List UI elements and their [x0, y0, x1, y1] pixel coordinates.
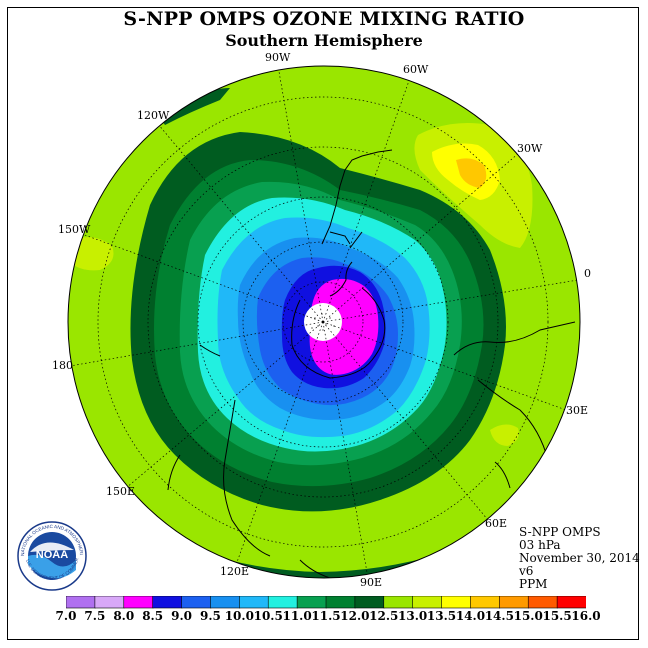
colorbar-swatch [441, 596, 472, 609]
graticule [69, 66, 579, 578]
info-instrument: S-NPP OMPS [519, 525, 601, 539]
coast-antarctica [291, 287, 386, 379]
lon-label-150e: 150E [106, 485, 136, 498]
lon-label-90e: 90E [360, 576, 383, 589]
colorbar-tick-label: 7.0 [55, 609, 77, 623]
lat-circle-4 [147, 146, 499, 498]
meridian-150e [125, 321, 324, 489]
coast-ross [199, 344, 221, 357]
colorbar-swatch [499, 596, 530, 609]
info-units: PPM [519, 577, 548, 591]
lon-label-150w: 150W [58, 223, 91, 236]
coastlines [167, 149, 576, 578]
colorbar-swatch [152, 596, 183, 609]
noaa-logo: NOAA NATIONAL OCEANIC AND ATMOSPHERIC AD… [16, 520, 87, 591]
colorbar-tick-label: 8.0 [113, 609, 135, 623]
colorbar-swatch [354, 596, 385, 609]
colorbar-tick-label: 12.5 [369, 609, 399, 623]
meridian-0 [322, 279, 579, 323]
colorbar-tick-label: 13.5 [426, 609, 457, 623]
colorbar [66, 596, 586, 609]
colorbar-tick-label: 7.5 [84, 609, 106, 623]
colorbar-swatch [94, 596, 125, 609]
coast-africa [453, 321, 576, 356]
colorbar-swatch [296, 596, 327, 609]
meridian-30w [322, 151, 521, 323]
map-subtitle: Southern Hemisphere [225, 31, 423, 50]
coast-madagascar [494, 461, 511, 489]
contour-high-30w-peak [456, 158, 487, 188]
colorbar-tick-label: 11.5 [311, 609, 341, 623]
coast-nz [167, 454, 181, 491]
colorbar-tick-label: 16.0 [571, 609, 601, 623]
meridian-60e [322, 321, 489, 521]
colorbar-swatch [470, 596, 501, 609]
meridian-120w [157, 123, 324, 323]
contour-edge-top-left [160, 88, 230, 125]
contour-8-0 [309, 278, 379, 375]
coast-australia-west [223, 399, 271, 557]
lat-circle-5 [97, 96, 549, 548]
lon-label-60e: 60E [485, 517, 508, 530]
info-date: November 30, 2014 [519, 551, 640, 565]
colorbar-swatch [239, 596, 270, 609]
contour-high-150w [70, 237, 114, 271]
meridian-120e [235, 321, 324, 566]
lon-label-120e: 120E [220, 565, 250, 578]
meridian-150w [81, 233, 324, 323]
colorbar-swatch [210, 596, 241, 609]
colorbar-swatch [267, 596, 298, 609]
lon-label-30e: 30E [566, 404, 589, 417]
colorbar-tick-label: 9.0 [171, 609, 192, 623]
colorbar-tick-label: 15.5 [542, 609, 572, 623]
colorbar-tick-label: 11.0 [282, 609, 312, 623]
colorbar-tick-label: 14.5 [484, 609, 514, 623]
map-title: S-NPP OMPS OZONE MIXING RATIO [123, 8, 525, 30]
colorbar-tick-label: 14.0 [455, 609, 486, 623]
lat-circle-1 [282, 281, 364, 363]
colorbar-tick-label: 13.0 [398, 609, 428, 623]
info-version: v6 [519, 564, 534, 578]
meridian-180 [69, 321, 324, 367]
info-level: 03 hPa [519, 538, 561, 552]
coast-peninsula [349, 231, 363, 249]
noaa-logo-text: NOAA [36, 549, 68, 561]
colorbar-swatch [123, 596, 154, 609]
figure-frame [7, 7, 639, 640]
contour-high-30e [490, 424, 519, 446]
coast-south-america [321, 149, 393, 245]
colorbar-swatch [325, 596, 356, 609]
colorbar-tick-label: 10.0 [224, 609, 254, 623]
globe-outline [67, 65, 581, 579]
colorbar-tick-label: 8.5 [142, 609, 164, 623]
lon-label-180: 180 [52, 359, 73, 372]
lon-label-60w: 60W [403, 63, 429, 76]
colorbar-swatch [412, 596, 443, 609]
lon-label-30w: 30W [517, 142, 543, 155]
colorbar-swatch [383, 596, 414, 609]
colorbar-tick-label: 15.0 [513, 609, 543, 623]
core-stipple [311, 313, 335, 331]
colorbar-swatch [556, 596, 586, 609]
lat-circle-3 [197, 196, 449, 448]
meridian-30e [322, 321, 567, 411]
coast-africa-east [477, 379, 549, 461]
colorbar-swatch [181, 596, 212, 609]
coast-antarctic-peninsula [329, 261, 353, 297]
colorbar-tick-label: 12.0 [340, 609, 370, 623]
lat-circle-2 [242, 241, 404, 403]
meridian-90w [277, 66, 324, 323]
coast-indonesia [299, 559, 331, 578]
meridian-90e [322, 321, 369, 578]
coast-tierra [329, 231, 351, 245]
colorbar-tick-label: 10.5 [253, 609, 283, 623]
lon-label-120w: 120W [137, 109, 170, 122]
colorbar-swatch [66, 596, 96, 609]
info-block: S-NPP OMPS 03 hPa November 30, 2014 v6 P… [519, 526, 640, 591]
lon-label-0: 0 [584, 267, 591, 280]
colorbar-swatch [527, 596, 558, 609]
colorbar-tick-label: 9.5 [199, 609, 221, 623]
lon-label-90w: 90W [265, 51, 291, 64]
